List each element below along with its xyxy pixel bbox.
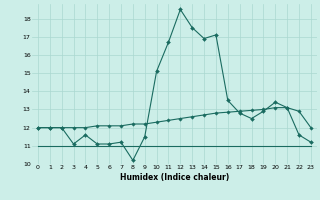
X-axis label: Humidex (Indice chaleur): Humidex (Indice chaleur): [120, 173, 229, 182]
